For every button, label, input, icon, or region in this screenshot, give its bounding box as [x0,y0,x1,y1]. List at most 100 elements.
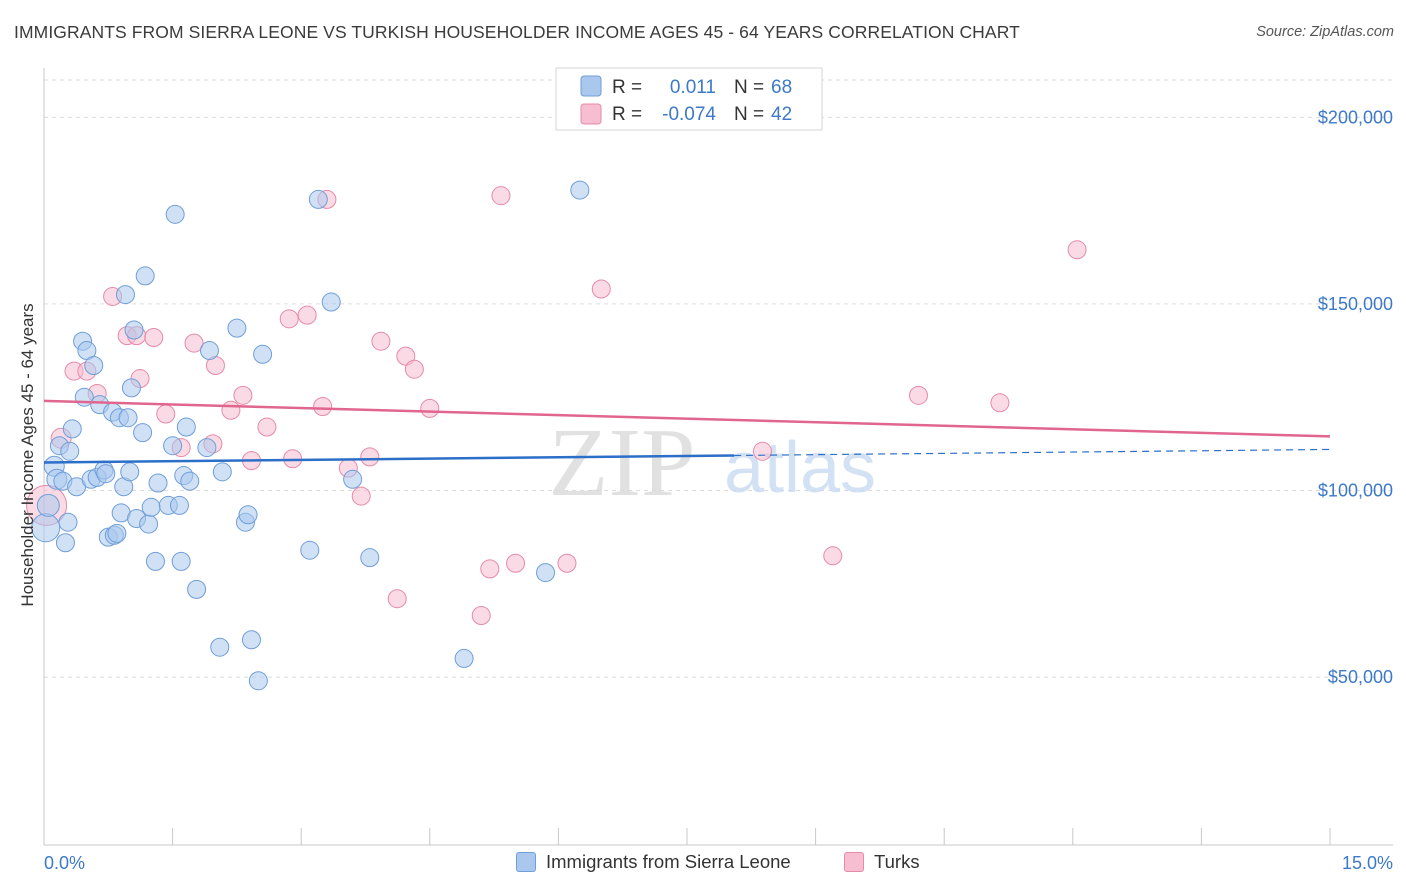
turks-point [257,417,277,437]
axis-labels: $50,000 $100,000 $150,000 $200,000 0.0% 15.0%… [18,107,1393,873]
sierra-leone-trend-line [43,454,735,464]
sierra-leone-point [133,423,153,443]
watermark-atlas: atlas [724,428,876,508]
sierra-leone-point [248,671,268,691]
sierra-leone-point [197,438,217,458]
turks-point [371,331,391,351]
sierra-leone-point [227,318,247,338]
sierra-leone-point [536,563,556,583]
legend-n-value-b: 42 [771,104,792,125]
sierra-leone-point [176,417,196,437]
sierra-leone-point [118,408,138,428]
turks-point [297,305,317,325]
y-tick-label: $100,000 [1318,480,1393,500]
turks-point [404,359,424,379]
sierra-leone-point [199,341,219,361]
turks-point [221,400,241,420]
sierra-leone-point [139,514,159,534]
bottom-legend-label-sierra-leone: Immigrants from Sierra Leone [546,851,791,872]
trend-lines [43,399,1331,464]
sierra-leone-point [212,462,232,482]
sierra-leone-points [31,180,590,691]
sierra-leone-point [238,505,258,525]
legend-swatch-sierra-leone [580,75,602,97]
sierra-leone-point [141,497,161,517]
turks-point [471,606,491,625]
sierra-leone-point [96,464,116,484]
sierra-leone-point [58,512,78,532]
turks-point [420,398,440,418]
turks-point [144,327,164,347]
legend-r-label-b: R = [612,104,642,125]
sierra-leone-point [187,579,207,599]
source-credit: Source: ZipAtlas.com [1256,24,1394,40]
watermark: ZIP atlas [549,409,877,517]
turks-point [313,397,333,417]
sierra-leone-point [124,320,144,340]
bottom-legend: Immigrants from Sierra Leone Turks [0,851,1406,879]
bottom-legend-item-sierra-leone: Immigrants from Sierra Leone [516,851,791,873]
turks-point [990,393,1010,413]
turks-point [1067,240,1087,260]
sierra-leone-point [62,419,82,439]
sierra-leone-point [210,637,230,657]
sierra-leone-point [121,378,141,398]
legend-r-label-a: R = [612,77,642,98]
y-axis-title: Householder Income Ages 45 - 64 years [18,303,37,606]
sierra-leone-point [308,189,328,209]
chart-title: IMMIGRANTS FROM SIERRA LEONE VS TURKISH … [14,22,1020,42]
sierra-leone-point [107,523,127,543]
sierra-leone-point [169,495,189,515]
turks-point [506,553,526,573]
axes [43,68,1393,846]
sierra-leone-point [343,469,363,489]
turks-point [480,559,500,579]
turks-point [233,385,253,405]
sierra-leone-point [180,471,200,491]
turks-trend-line [43,399,1331,438]
y-tick-label: $200,000 [1318,107,1393,127]
sierra-leone-point [570,180,590,200]
turks-point [823,546,843,566]
turks-point [557,553,577,573]
turks-point [351,486,371,506]
sierra-leone-point [145,551,165,571]
sierra-leone-point [321,292,341,312]
legend-r-value-b: -0.074 [662,104,716,125]
turks-point [591,279,611,299]
x-tick-label-min: 0.0% [44,853,85,873]
turks-point [387,589,407,609]
turks-point [156,404,176,424]
sierra-leone-point [135,266,155,286]
sierra-leone-point [120,462,140,482]
legend-swatch-turks [580,103,602,125]
turks-point [184,333,204,353]
sierra-leone-point [171,551,191,571]
bottom-legend-item-turks: Turks [844,851,920,873]
turks-point [491,186,511,206]
sierra-leone-point [148,473,168,493]
watermark-zip: ZIP [549,409,696,517]
sierra-leone-point [300,540,320,560]
sierra-leone-point [360,548,380,568]
stats-legend: R = 0.011 N = 68 R = -0.074 N = 42 [555,67,823,131]
sierra-leone-point [454,648,474,668]
bottom-legend-label-turks: Turks [874,851,920,872]
legend-n-label-a: N = [734,77,764,98]
sierra-leone-point [84,355,104,375]
sierra-leone-point [36,493,60,517]
legend-n-label-b: N = [734,104,764,125]
sierra-leone-point [241,630,261,650]
legend-r-value-a: 0.011 [670,77,716,98]
x-tick-label-max: 15.0% [1342,853,1393,873]
bottom-legend-swatch-sierra-leone [516,852,536,872]
sierra-leone-trend-extension [734,448,1331,457]
y-tick-label: $150,000 [1318,294,1393,314]
gridlines [44,79,1395,678]
sierra-leone-point [55,533,75,553]
sierra-leone-point [115,285,135,305]
turks-point [279,309,299,329]
sierra-leone-point [163,436,183,456]
sierra-leone-point [60,441,80,461]
